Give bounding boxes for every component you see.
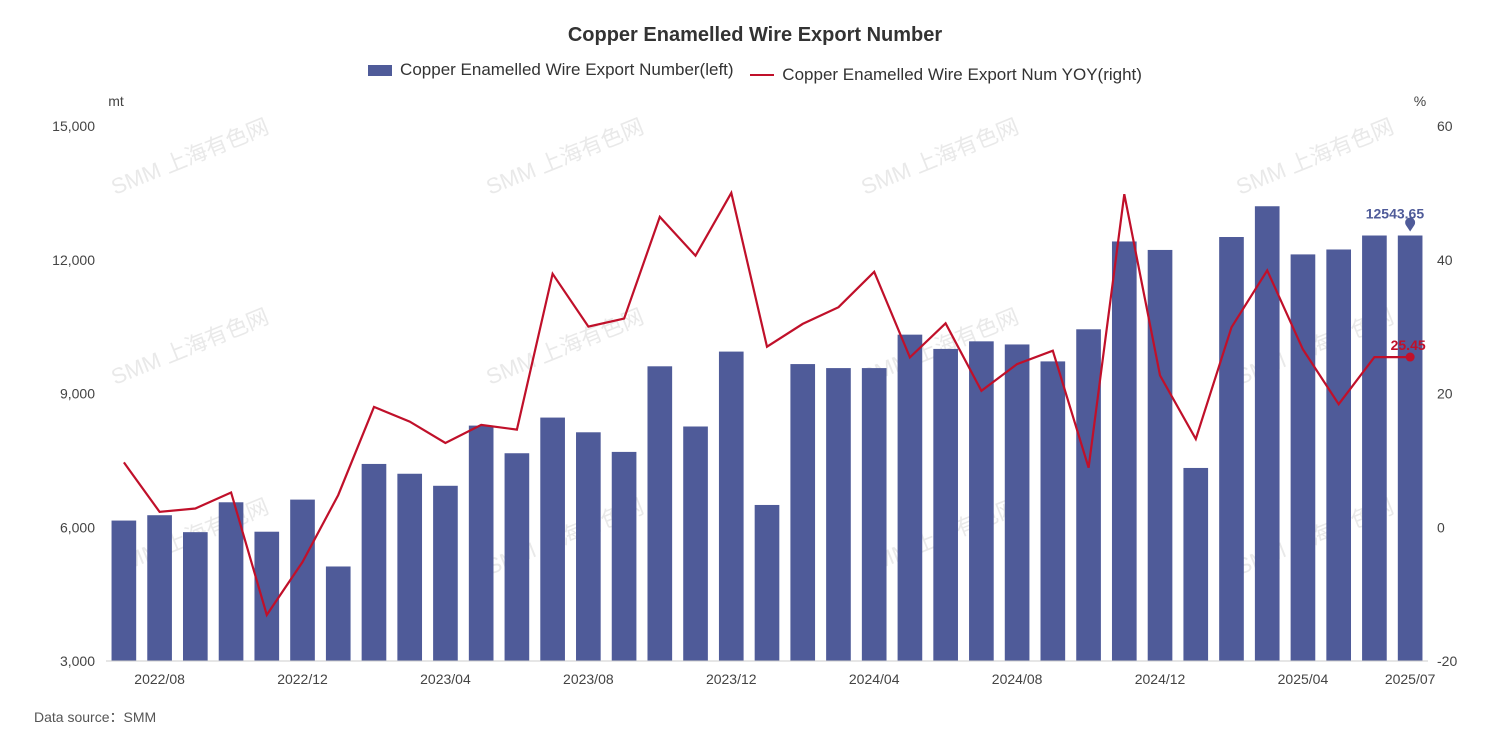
bar <box>1040 361 1066 661</box>
x-tick-label: 2022/12 <box>277 671 328 687</box>
legend-label-bar: Copper Enamelled Wire Export Number(left… <box>400 60 734 79</box>
bar <box>576 432 601 661</box>
bar <box>647 366 673 661</box>
bar <box>361 463 387 661</box>
x-tick-label: 2025/07 <box>1385 671 1436 687</box>
bar <box>1397 235 1423 661</box>
legend-item-line[interactable]: Copper Enamelled Wire Export Num YOY(rig… <box>750 65 1142 85</box>
bar <box>1004 344 1030 661</box>
x-tick-label: 2023/04 <box>420 671 471 687</box>
bar <box>754 504 780 661</box>
bar <box>1326 249 1352 661</box>
yoy-line <box>123 189 1411 618</box>
bar <box>468 425 494 661</box>
x-tick-label: 2025/04 <box>1278 671 1329 687</box>
bar <box>969 341 994 661</box>
bar-value-label: 12543.65 <box>1366 206 1425 222</box>
watermark: SMM 上海有色网 <box>108 304 273 390</box>
watermark: SMM 上海有色网 <box>483 304 648 390</box>
left-tick-label: 12,000 <box>52 252 95 268</box>
watermark: SMM 上海有色网 <box>1233 114 1398 200</box>
x-tick-label: 2023/08 <box>563 671 614 687</box>
left-tick-label: 6,000 <box>60 519 95 535</box>
x-tick-label: 2024/08 <box>992 671 1043 687</box>
legend-bar-swatch <box>368 64 393 76</box>
bar <box>1183 467 1209 661</box>
bar-value-pin <box>1405 217 1416 232</box>
left-tick-label: 9,000 <box>60 386 95 402</box>
legend-line-swatch <box>750 73 775 76</box>
bar <box>182 532 208 661</box>
right-tick-label: 20 <box>1437 386 1453 402</box>
bar <box>254 531 280 661</box>
bar <box>897 334 923 661</box>
legend-label-line: Copper Enamelled Wire Export Num YOY(rig… <box>782 64 1142 84</box>
bar <box>1254 206 1280 661</box>
x-tick-label: 2023/12 <box>706 671 757 687</box>
bar <box>290 499 315 661</box>
right-tick-label: 0 <box>1437 519 1445 535</box>
left-tick-label: 3,000 <box>60 653 95 669</box>
right-axis-unit: % <box>1414 93 1426 109</box>
legend-item-bar[interactable]: Copper Enamelled Wire Export Number(left… <box>368 60 734 80</box>
bar <box>611 451 637 661</box>
bar <box>1076 329 1101 661</box>
bar <box>433 485 458 661</box>
bar <box>718 351 744 661</box>
bar <box>1219 237 1244 661</box>
watermark: SMM 上海有色网 <box>108 114 273 200</box>
chart-title: Copper Enamelled Wire Export Number <box>567 24 943 46</box>
bar <box>933 348 958 661</box>
watermark: SMM 上海有色网 <box>483 114 648 200</box>
bar <box>1362 235 1387 661</box>
data-source-note: Data source：SMM <box>34 709 157 725</box>
bar <box>397 473 423 661</box>
right-tick-label: 40 <box>1437 252 1453 268</box>
bar <box>1290 254 1316 661</box>
bar <box>1111 241 1137 662</box>
left-tick-label: 15,000 <box>52 118 95 134</box>
watermark: SMM 上海有色网 <box>858 114 1023 200</box>
bar <box>111 520 137 661</box>
right-tick-label: 60 <box>1437 118 1453 134</box>
bar <box>218 502 244 661</box>
line-end-marker <box>1405 352 1415 362</box>
bar <box>504 453 530 661</box>
x-tick-label: 2024/12 <box>1135 671 1186 687</box>
bar <box>1147 249 1173 662</box>
x-tick-label: 2022/08 <box>134 671 185 687</box>
bar <box>325 566 351 661</box>
line-value-label: 25.45 <box>1391 337 1426 353</box>
bar <box>790 364 816 661</box>
x-tick-label: 2024/04 <box>849 671 900 687</box>
bar <box>683 426 708 661</box>
bar <box>147 515 172 661</box>
bar <box>861 368 887 661</box>
bar <box>540 417 565 661</box>
legend: Copper Enamelled Wire Export Number(left… <box>0 60 1510 85</box>
left-axis-unit: mt <box>108 93 124 109</box>
bar <box>826 368 851 661</box>
right-tick-label: -20 <box>1437 653 1457 669</box>
